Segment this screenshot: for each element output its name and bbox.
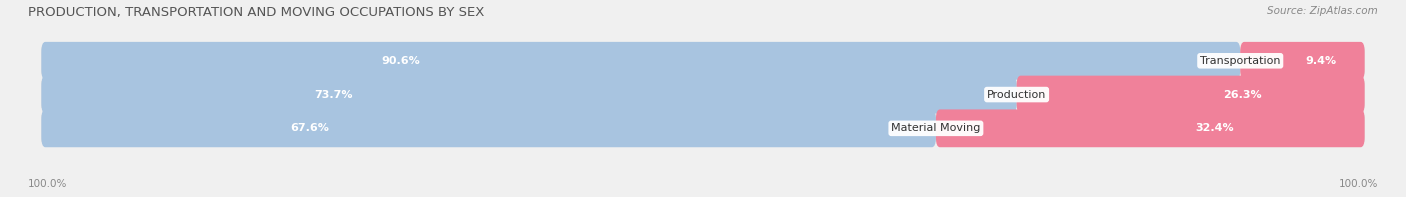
Text: 100.0%: 100.0% [28,179,67,189]
Text: Transportation: Transportation [1199,56,1281,66]
Text: 100.0%: 100.0% [1339,179,1378,189]
FancyBboxPatch shape [41,47,1365,74]
FancyBboxPatch shape [1017,76,1365,113]
Text: PRODUCTION, TRANSPORTATION AND MOVING OCCUPATIONS BY SEX: PRODUCTION, TRANSPORTATION AND MOVING OC… [28,6,485,19]
Text: Source: ZipAtlas.com: Source: ZipAtlas.com [1267,6,1378,16]
FancyBboxPatch shape [41,115,1365,142]
FancyBboxPatch shape [41,42,1240,80]
Text: 26.3%: 26.3% [1223,90,1263,99]
Text: 90.6%: 90.6% [381,56,420,66]
Text: Production: Production [987,90,1046,99]
FancyBboxPatch shape [41,76,1017,113]
Text: 67.6%: 67.6% [290,123,329,133]
FancyBboxPatch shape [41,109,936,147]
FancyBboxPatch shape [1240,42,1365,80]
Text: 32.4%: 32.4% [1195,123,1234,133]
Text: 73.7%: 73.7% [315,90,353,99]
FancyBboxPatch shape [41,81,1365,108]
Text: Material Moving: Material Moving [891,123,980,133]
Text: 9.4%: 9.4% [1306,56,1337,66]
FancyBboxPatch shape [936,109,1365,147]
